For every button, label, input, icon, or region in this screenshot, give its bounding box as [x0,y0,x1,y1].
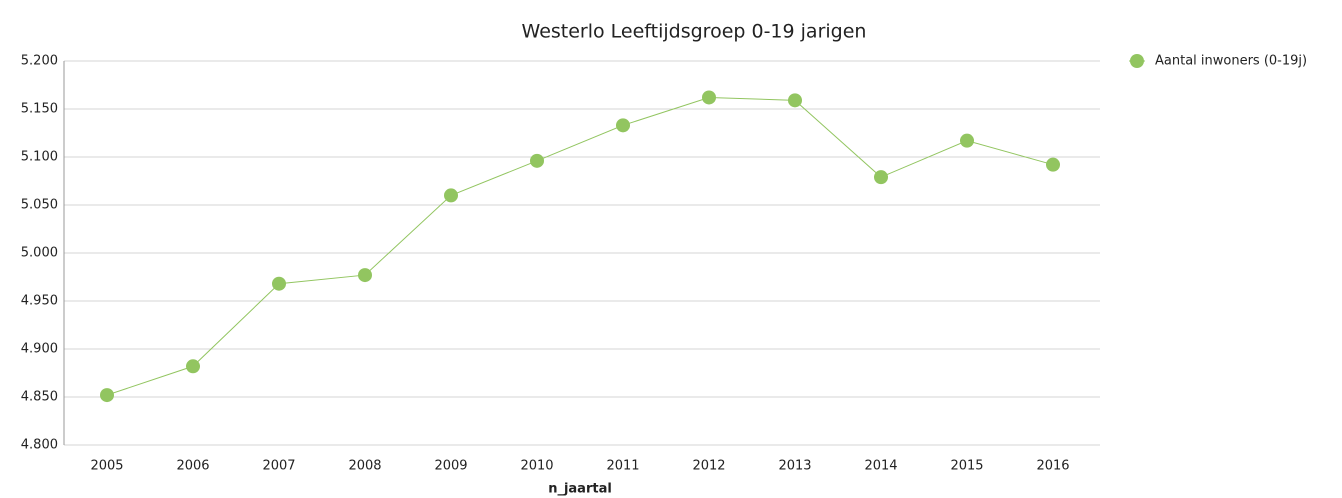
marker [444,188,458,203]
x-tick-label: 2014 [864,459,897,474]
marker [616,118,630,133]
x-tick-label: 2016 [1036,459,1069,474]
marker [358,268,372,283]
y-tick-label: 5.100 [21,150,58,165]
marker [100,388,114,403]
x-tick-label: 2010 [520,459,553,474]
line [106,96,1054,396]
x-tick-label: 2005 [90,459,123,474]
y-tick-label: 4.950 [21,294,58,309]
y-tick-label: 5.050 [21,198,58,213]
x-tick-label: 2008 [348,459,381,474]
y-tick-label: 5.150 [21,102,58,117]
marker [272,276,286,291]
y-tick-label: 5.000 [21,246,58,261]
marker [1046,157,1060,172]
y-tick-label: 4.800 [21,438,58,453]
marker [874,170,888,185]
y-tick-label: 5.200 [21,54,58,69]
x-tick-label: 2015 [950,459,983,474]
chart-title: Westerlo Leeftijdsgroep 0-19 jarigen [522,21,867,43]
legend-label: Aantal inwoners (0-19j) [1155,54,1307,69]
x-tick-label: 2007 [262,459,295,474]
x-tick-label: 2009 [434,459,467,474]
marker [530,153,544,168]
x-axis-title: n_jaartal [548,482,612,497]
y-tick-label: 4.900 [21,342,58,357]
x-tick-label: 2012 [692,459,725,474]
x-tick-label: 2006 [176,459,209,474]
x-tick-label: 2011 [606,459,639,474]
marker [960,133,974,148]
legend-marker [1130,54,1144,68]
marker [186,359,200,374]
x-tick-label: 2013 [778,459,811,474]
y-tick-label: 4.850 [21,390,58,405]
marker [788,93,802,108]
marker [702,90,716,105]
